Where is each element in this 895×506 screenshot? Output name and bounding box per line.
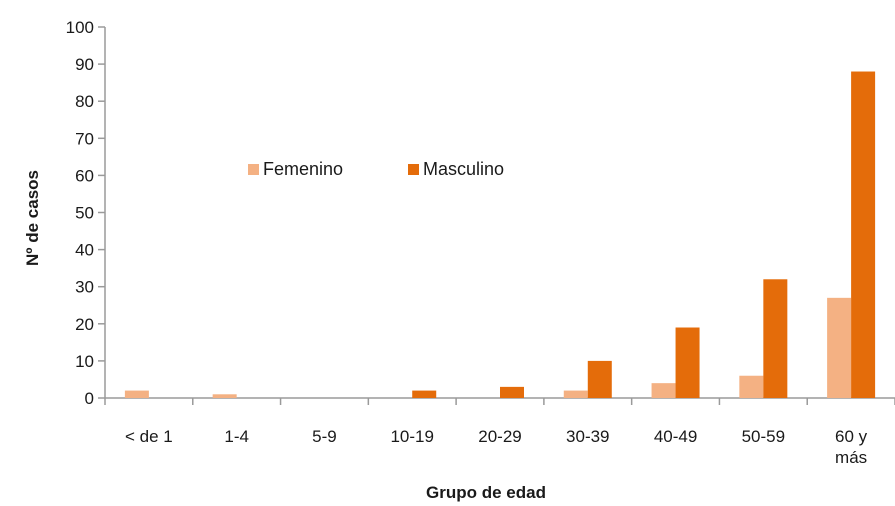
x-tick-label-line: < de 1 (125, 427, 173, 446)
y-tick-label: 40 (75, 241, 94, 260)
x-axis: < de 1 1-4 5-9 10-19 20-29 30-39 40-49 50-59 60 … (104, 397, 895, 467)
y-axis-title: Nº de casos (23, 170, 42, 266)
y-tick-label: 90 (75, 55, 94, 74)
y-tick-label: 70 (75, 129, 94, 148)
x-tick-label-line: 10-19 (390, 427, 433, 446)
bar-femenino-0 (124, 390, 149, 398)
x-tick-label-line: 50-59 (742, 427, 785, 446)
bar-masculino-5 (587, 360, 612, 398)
x-tick-label-line: 1-4 (224, 427, 249, 446)
legend-label-masculino: Masculino (423, 159, 504, 179)
x-tick-label-line: 40-49 (654, 427, 697, 446)
x-tick-label: < de 1 (125, 427, 173, 446)
x-tick-label: 60 y más (835, 427, 868, 467)
x-tick-label: 50-59 (742, 427, 785, 446)
x-tick-label: 1-4 (224, 427, 249, 446)
bar-masculino-7 (763, 279, 788, 398)
bar-masculino-4 (500, 386, 524, 398)
x-tick-label: 40-49 (654, 427, 697, 446)
legend-swatch-masculino (408, 164, 419, 175)
y-tick-label: 10 (75, 352, 94, 371)
x-tick-label-line: más (835, 448, 867, 467)
bar-femenino-5 (563, 390, 588, 398)
legend-swatch-femenino (248, 164, 259, 175)
x-tick-label: 5-9 (312, 427, 337, 446)
bar-femenino-6 (651, 383, 676, 398)
x-tick-label-line: 5-9 (312, 427, 337, 446)
y-axis: 0 10 20 30 40 50 60 70 80 90 100 (66, 18, 106, 408)
bars (124, 71, 876, 399)
x-axis-title: Grupo de edad (426, 483, 546, 502)
bar-masculino-6 (675, 327, 700, 398)
x-tick-label-line: 30-39 (566, 427, 609, 446)
y-tick-label: 100 (66, 18, 94, 37)
x-tick-label-line: 60 y (835, 427, 868, 446)
y-tick-label: 30 (75, 278, 94, 297)
x-tick-label: 30-39 (566, 427, 609, 446)
x-tick-label: 20-29 (478, 427, 521, 446)
y-tick-label: 80 (75, 92, 94, 111)
bar-femenino-7 (739, 375, 764, 398)
bar-femenino-1 (212, 394, 237, 398)
x-tick-label: 10-19 (390, 427, 433, 446)
x-tick-label-line: 20-29 (478, 427, 521, 446)
legend-label-femenino: Femenino (263, 159, 343, 179)
y-tick-label: 50 (75, 204, 94, 223)
y-tick-label: 20 (75, 315, 94, 334)
bar-masculino-3 (412, 390, 437, 398)
legend: Femenino Masculino (248, 159, 504, 179)
y-tick-label: 0 (85, 389, 94, 408)
y-tick-label: 60 (75, 166, 94, 185)
bar-masculino-8 (851, 71, 876, 399)
bar-femenino-8 (827, 297, 852, 398)
